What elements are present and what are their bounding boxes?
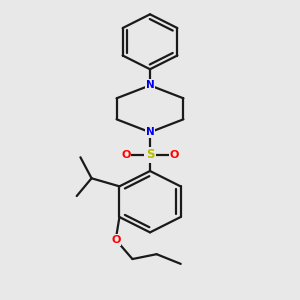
Text: O: O xyxy=(169,150,179,160)
Text: N: N xyxy=(146,80,154,90)
Text: S: S xyxy=(146,148,154,161)
Text: N: N xyxy=(146,127,154,137)
Text: O: O xyxy=(111,235,120,245)
Text: O: O xyxy=(121,150,130,160)
